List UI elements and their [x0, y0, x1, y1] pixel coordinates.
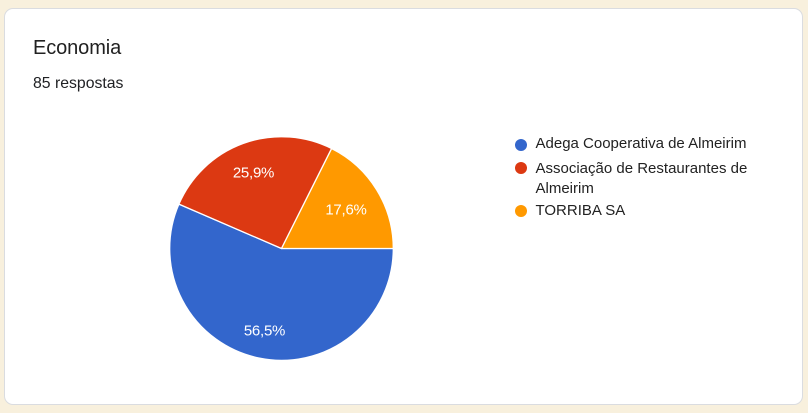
svg-text:17,6%: 17,6% — [325, 202, 366, 219]
svg-text:25,9%: 25,9% — [233, 165, 274, 182]
svg-text:56,5%: 56,5% — [244, 323, 285, 340]
